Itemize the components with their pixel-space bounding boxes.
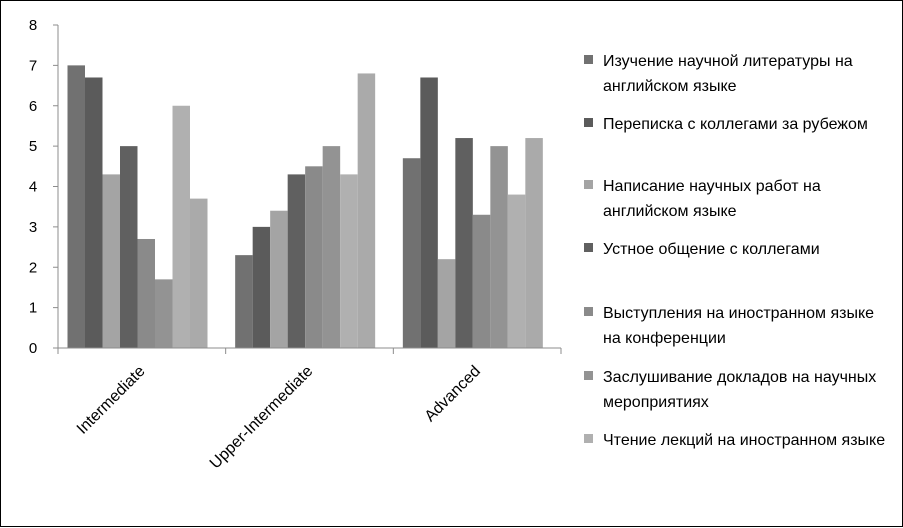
- legend-item: Написание научных работ на английском яз…: [584, 174, 893, 224]
- bar: [357, 73, 376, 348]
- bar: [190, 198, 208, 348]
- legend-label: Выступления на иностранном языке на конф…: [603, 305, 875, 347]
- x-axis: Intermediate Upper-Intermediate Advanced: [57, 347, 562, 473]
- bar: [490, 146, 508, 348]
- legend-swatch: [584, 243, 593, 252]
- x-category-label: Advanced: [422, 363, 484, 425]
- legend-item: Переписка с коллегами за рубежом: [584, 112, 893, 137]
- legend-swatch: [584, 180, 593, 189]
- bar: [420, 77, 438, 349]
- legend-item: Чтение лекций на иностранном языке: [584, 428, 893, 453]
- y-tick-label: 6: [29, 98, 37, 115]
- bar: [402, 158, 421, 348]
- legend-swatch: [584, 371, 593, 380]
- bar: [67, 65, 85, 348]
- legend-swatch: [584, 55, 593, 64]
- legend-item: Устное общение с коллегами: [584, 237, 893, 262]
- bar: [155, 279, 173, 348]
- legend-label: Изучение научной литературы на английско…: [603, 53, 853, 95]
- bar: [252, 226, 271, 348]
- legend-item: Выступления на иностранном языке на конф…: [584, 301, 893, 351]
- bar: [437, 259, 456, 348]
- bar: [340, 174, 358, 348]
- y-tick-label: 8: [29, 17, 37, 34]
- bar: [287, 174, 306, 348]
- bar: [525, 138, 543, 348]
- bar: [270, 210, 288, 348]
- legend-item: Изучение научной литературы на английско…: [584, 49, 893, 99]
- bar: [172, 105, 190, 348]
- bar: [102, 174, 120, 348]
- x-category-label: Intermediate: [74, 363, 149, 438]
- bar: [472, 214, 491, 348]
- y-tick-label: 4: [29, 179, 37, 196]
- legend-label: Написание научных работ на английском яз…: [603, 178, 821, 220]
- y-tick-label: 5: [29, 138, 37, 155]
- legend-label: Устное общение с коллегами: [603, 241, 820, 258]
- bar: [120, 146, 138, 348]
- legend-swatch: [584, 307, 593, 316]
- bar: [305, 166, 323, 348]
- legend-swatch: [584, 118, 593, 127]
- legend-label: Заслушивание докладов на научных меропри…: [603, 369, 877, 411]
- y-tick-label: 7: [29, 57, 37, 74]
- y-axis: 0 1 2 3 4 5 6 7 8: [29, 17, 59, 357]
- bar: [235, 255, 253, 348]
- y-tick-label: 3: [29, 219, 37, 236]
- bar: [455, 138, 473, 348]
- bars: [67, 65, 543, 349]
- bar: [85, 77, 103, 349]
- y-tick-label: 2: [29, 259, 37, 276]
- legend-swatch: [584, 434, 593, 443]
- bar: [322, 146, 341, 348]
- bar: [507, 194, 526, 348]
- bar: [137, 238, 155, 348]
- legend-label: Переписка с коллегами за рубежом: [603, 116, 868, 133]
- legend-item: Заслушивание докладов на научных меропри…: [584, 365, 893, 415]
- y-tick-label: 0: [29, 340, 37, 357]
- legend-label: Чтение лекций на иностранном языке: [603, 432, 886, 449]
- y-tick-label: 1: [29, 300, 37, 317]
- x-category-label: Upper-Intermediate: [207, 363, 317, 473]
